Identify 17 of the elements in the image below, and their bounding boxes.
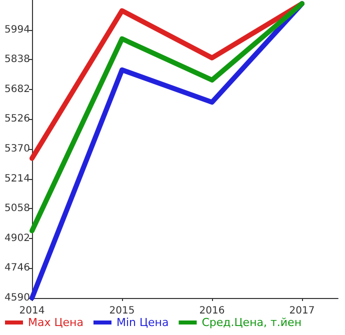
legend-label: Max Цена [28,316,84,329]
x-tick-label: 2014 [19,306,45,316]
x-tick-label: 2016 [199,306,225,316]
y-tick-label: 5370 [4,144,30,154]
y-tick-label: 4746 [4,262,30,274]
y-tick-label: 5526 [4,114,30,125]
y-tick-label: 5682 [4,84,30,95]
y-tick-label: 5214 [4,173,30,184]
legend-label: Min Цена [116,316,169,329]
y-tick-label: 4902 [4,232,30,244]
y-tick-label: 5994 [4,24,30,36]
y-tick-label: 5838 [4,54,30,66]
legend-label: Сред.Цена, т.йен [202,316,302,329]
x-tick-label: 2017 [289,306,315,316]
x-tick-label: 2015 [109,306,135,316]
y-tick-label: 5058 [4,203,30,214]
y-tick-label: 4590 [4,292,30,304]
